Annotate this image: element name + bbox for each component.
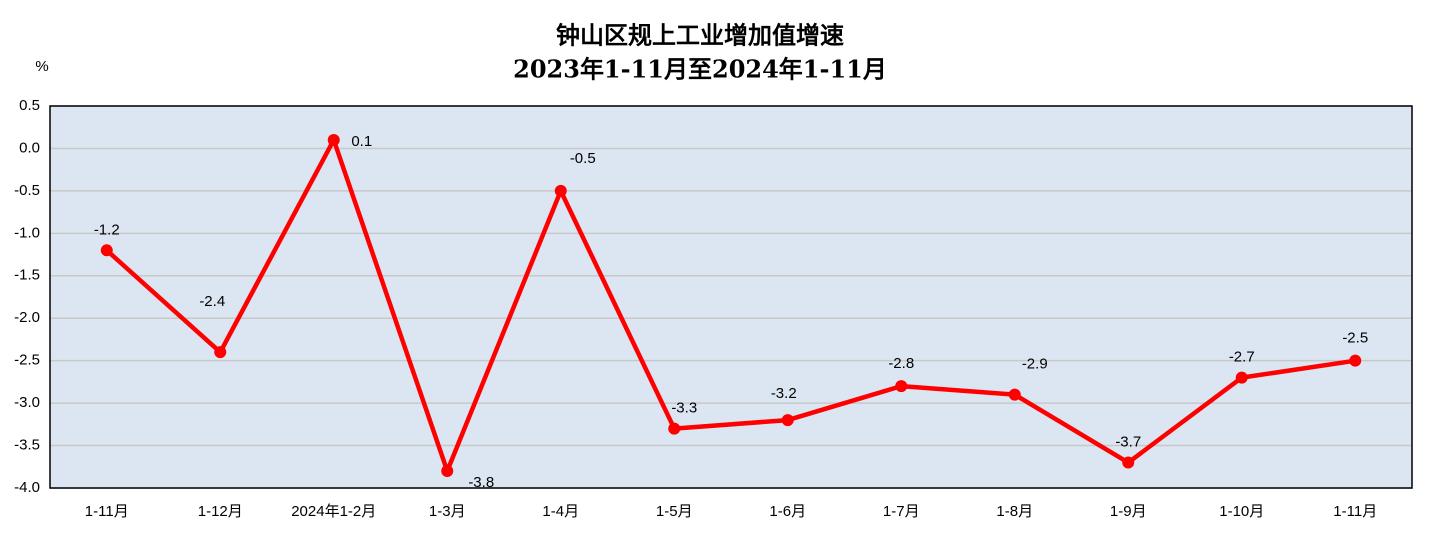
x-tick-label: 1-10月 [1219, 503, 1264, 520]
y-tick-label: -1.5 [14, 267, 40, 284]
x-tick-label: 1-6月 [769, 503, 806, 520]
x-tick-label: 1-9月 [1110, 503, 1147, 520]
data-label: -2.8 [888, 355, 914, 372]
data-label: -2.5 [1342, 330, 1368, 347]
y-tick-label: 0.5 [19, 97, 40, 114]
marker [1122, 456, 1135, 469]
y-tick-label: -0.5 [14, 182, 40, 199]
marker [100, 244, 113, 257]
marker [327, 133, 340, 146]
marker [668, 422, 681, 435]
plot-border [49, 105, 1413, 489]
data-label: -2.4 [199, 293, 225, 310]
y-tick-label: -2.5 [14, 352, 40, 369]
marker [1008, 388, 1021, 401]
y-tick-label: 0.0 [19, 139, 40, 156]
data-label: -3.2 [771, 385, 797, 402]
y-tick-label: -3.0 [14, 394, 40, 411]
y-tick-label: -3.5 [14, 437, 40, 454]
data-label: -2.9 [1022, 356, 1048, 373]
x-tick-label: 1-12月 [198, 503, 243, 520]
marker [1349, 354, 1362, 367]
data-label: 0.1 [351, 133, 372, 150]
line [105, 137, 1356, 474]
marker [214, 346, 227, 359]
x-tick-label: 1-11月 [1333, 503, 1377, 520]
chart-title: 钟山区规上工业增加值增速 [556, 21, 844, 50]
chart-subtitle: 2023年1-11月至2024年1-11月 [513, 55, 887, 84]
data-label: -1.2 [94, 221, 120, 238]
x-tick-label: 2024年1-2月 [291, 503, 376, 520]
y-axis-label: % [35, 58, 48, 75]
data-label: -3.8 [468, 474, 494, 491]
x-tick-label: 1-4月 [542, 503, 579, 520]
marker [1235, 371, 1248, 384]
x-tick-label: 1-3月 [429, 503, 466, 520]
y-tick-label: -1.0 [14, 224, 40, 241]
marker [441, 465, 454, 478]
data-label: -3.7 [1115, 434, 1141, 451]
y-tick-label: -4.0 [14, 479, 40, 496]
marker [895, 380, 908, 393]
data-label: -0.5 [570, 150, 596, 167]
plot-area [50, 106, 1412, 488]
x-tick-label: 1-5月 [656, 503, 693, 520]
y-tick-label: -2.0 [14, 309, 40, 326]
marker [554, 184, 567, 197]
x-tick-label: 1-8月 [996, 503, 1033, 520]
data-label: -2.7 [1229, 349, 1255, 366]
x-tick-label: 1-7月 [883, 503, 920, 520]
data-label: -3.3 [671, 400, 697, 417]
x-tick-label: 1-11月 [85, 503, 129, 520]
marker [781, 414, 794, 427]
